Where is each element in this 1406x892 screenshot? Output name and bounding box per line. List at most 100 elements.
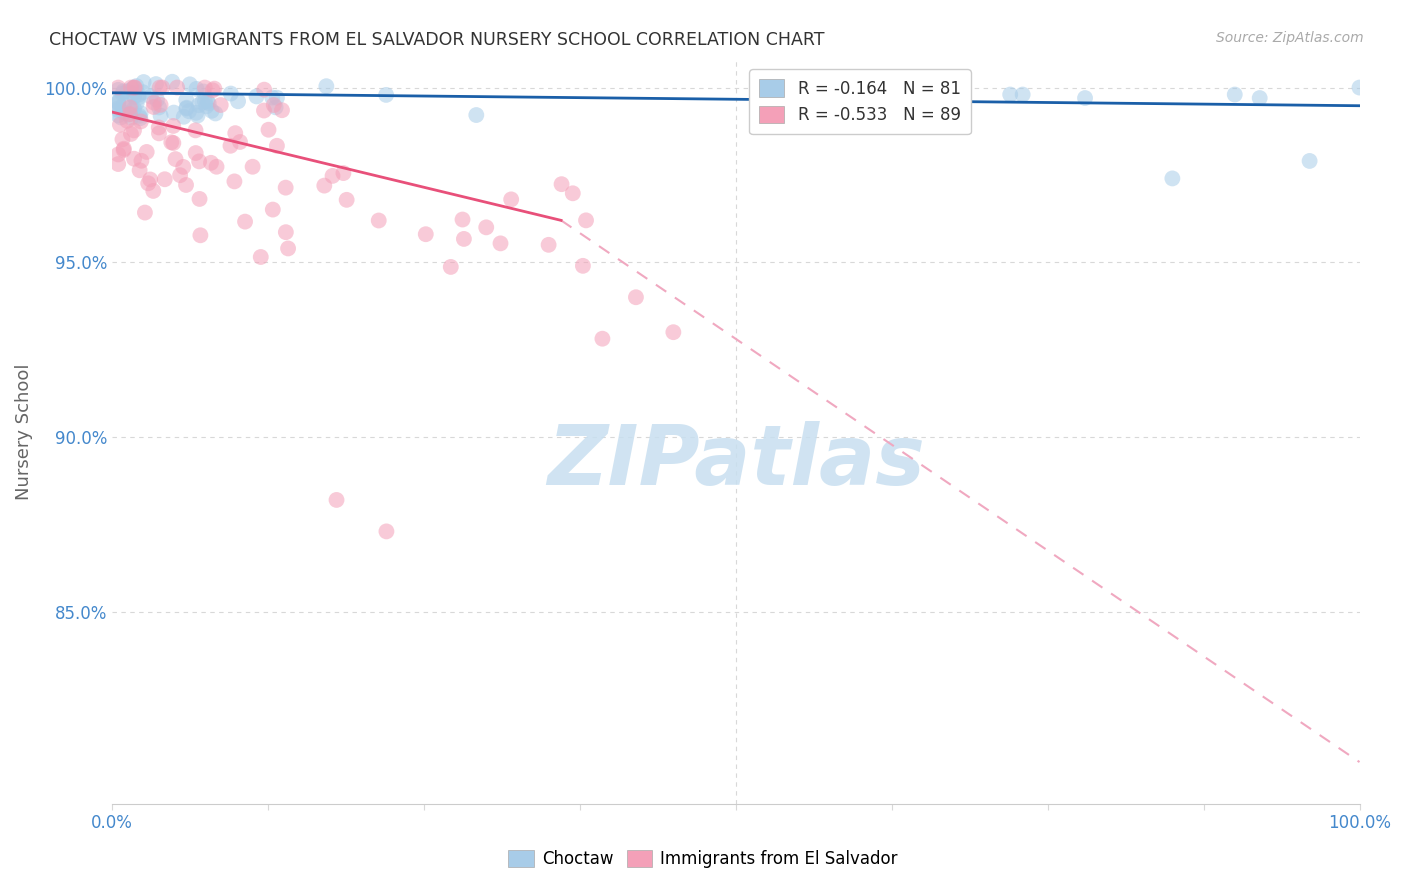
Point: [148, 100, 170, 114]
Point: [176, 102, 198, 116]
Point: [128, 87, 150, 102]
Point: [117, 107, 139, 121]
Point: [107, 108, 129, 122]
Point: [107, 95, 129, 109]
Point: [190, 228, 212, 243]
Point: [176, 101, 198, 115]
Point: [262, 90, 284, 104]
Point: [107, 101, 129, 115]
Point: [325, 492, 347, 507]
Point: [475, 220, 498, 235]
Point: [315, 79, 337, 94]
Point: [108, 118, 131, 132]
Point: [1074, 91, 1097, 105]
Point: [148, 127, 170, 141]
Point: [1249, 91, 1271, 105]
Point: [749, 87, 772, 102]
Point: [375, 524, 398, 539]
Point: [202, 81, 225, 95]
Point: [112, 84, 135, 98]
Point: [249, 250, 271, 264]
Point: [129, 114, 152, 128]
Point: [107, 95, 129, 110]
Point: [322, 169, 344, 183]
Point: [201, 83, 224, 97]
Point: [451, 212, 474, 227]
Point: [120, 127, 142, 141]
Point: [110, 111, 132, 125]
Point: [1298, 153, 1320, 168]
Point: [226, 95, 249, 109]
Point: [194, 95, 217, 109]
Point: [160, 136, 183, 150]
Point: [125, 79, 148, 94]
Point: [575, 213, 598, 227]
Point: [537, 237, 560, 252]
Point: [142, 100, 165, 114]
Point: [128, 163, 150, 178]
Point: [591, 332, 613, 346]
Point: [800, 95, 823, 109]
Point: [176, 93, 198, 107]
Point: [274, 180, 297, 194]
Point: [132, 85, 155, 99]
Point: [224, 126, 246, 140]
Point: [150, 80, 173, 95]
Point: [131, 153, 153, 168]
Point: [186, 105, 208, 120]
Point: [142, 184, 165, 198]
Point: [118, 107, 141, 121]
Legend: Choctaw, Immigrants from El Salvador: Choctaw, Immigrants from El Salvador: [502, 843, 904, 875]
Point: [112, 97, 135, 112]
Point: [112, 105, 135, 120]
Point: [174, 178, 197, 192]
Point: [163, 105, 186, 120]
Point: [875, 91, 897, 105]
Point: [1348, 80, 1371, 95]
Point: [148, 120, 170, 135]
Point: [129, 111, 152, 125]
Point: [117, 84, 139, 98]
Point: [186, 82, 208, 96]
Point: [128, 90, 150, 104]
Point: [121, 82, 143, 96]
Point: [129, 106, 152, 120]
Point: [336, 193, 359, 207]
Point: [145, 77, 167, 91]
Point: [166, 80, 188, 95]
Point: [184, 146, 207, 161]
Point: [115, 113, 138, 128]
Point: [118, 100, 141, 114]
Point: [134, 205, 156, 219]
Point: [200, 156, 222, 170]
Point: [453, 232, 475, 246]
Point: [120, 100, 142, 114]
Point: [143, 95, 166, 110]
Point: [153, 172, 176, 186]
Point: [205, 160, 228, 174]
Point: [197, 95, 219, 109]
Point: [128, 109, 150, 123]
Point: [165, 152, 187, 166]
Point: [219, 87, 242, 101]
Point: [107, 147, 129, 161]
Point: [124, 80, 146, 95]
Point: [257, 122, 280, 136]
Point: [191, 95, 214, 110]
Point: [219, 138, 242, 153]
Point: [173, 110, 195, 124]
Point: [572, 259, 595, 273]
Point: [271, 103, 294, 118]
Point: [1011, 87, 1033, 102]
Point: [111, 87, 134, 101]
Point: [375, 87, 398, 102]
Point: [122, 123, 145, 137]
Point: [111, 132, 134, 146]
Point: [440, 260, 463, 274]
Point: [149, 109, 172, 123]
Point: [332, 166, 354, 180]
Point: [172, 160, 194, 174]
Point: [195, 99, 218, 113]
Point: [949, 95, 972, 109]
Point: [122, 152, 145, 166]
